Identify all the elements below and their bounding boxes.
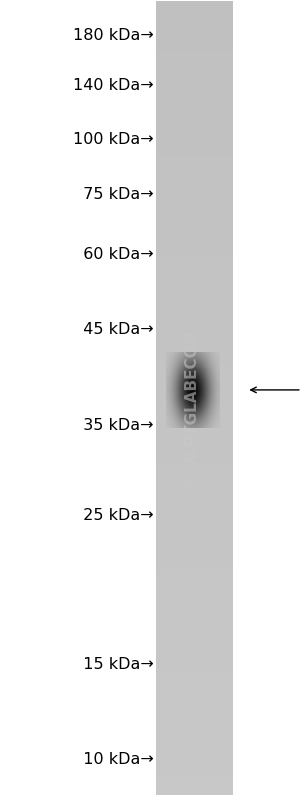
Text: 100 kDa→: 100 kDa→ bbox=[73, 132, 153, 146]
Text: 25 kDa→: 25 kDa→ bbox=[73, 508, 153, 523]
Text: 10 kDa→: 10 kDa→ bbox=[73, 752, 153, 766]
Text: WWW.PTGLABECON: WWW.PTGLABECON bbox=[185, 331, 200, 500]
Text: 75 kDa→: 75 kDa→ bbox=[73, 187, 153, 201]
Text: 45 kDa→: 45 kDa→ bbox=[73, 322, 153, 336]
Text: 15 kDa→: 15 kDa→ bbox=[73, 658, 153, 672]
Text: 180 kDa→: 180 kDa→ bbox=[73, 28, 153, 42]
Text: 60 kDa→: 60 kDa→ bbox=[73, 247, 153, 261]
Text: 35 kDa→: 35 kDa→ bbox=[73, 418, 153, 432]
Text: 140 kDa→: 140 kDa→ bbox=[73, 78, 153, 93]
